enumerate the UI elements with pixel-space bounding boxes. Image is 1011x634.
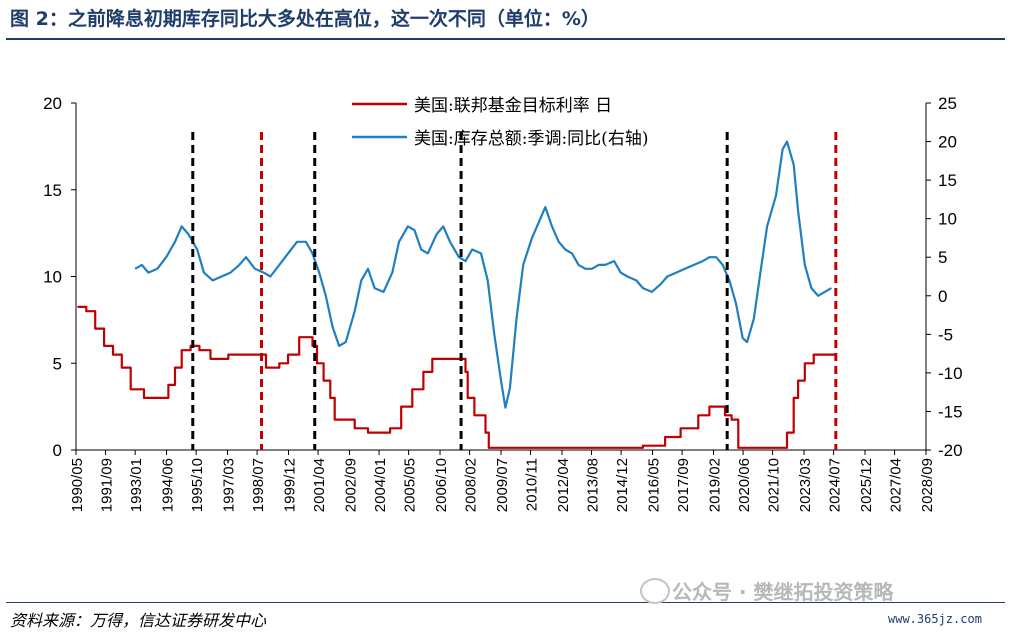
right-y-tick-label: 20 — [938, 133, 957, 152]
x-tick-label: 2005/05 — [402, 458, 419, 512]
x-tick-label: 1998/07 — [250, 458, 267, 512]
x-tick-label: 2025/12 — [858, 458, 875, 512]
right-y-tick-label: -5 — [938, 325, 953, 344]
x-tick-label: 1995/10 — [189, 458, 206, 512]
x-tick-label: 2002/09 — [342, 458, 359, 512]
x-tick-label: 2009/07 — [494, 458, 511, 512]
left-y-tick-label: 5 — [53, 354, 62, 373]
chart: 0 5 10 15 20 -20 -15 -10 -5 0 5 10 15 20 25 1990/05 1991… — [43, 94, 963, 512]
left-y-tick-label: 10 — [43, 268, 62, 287]
x-tick-label: 2028/09 — [919, 458, 936, 512]
page-title: 图 2：之前降息初期库存同比大多处在高位，这一次不同（单位：%） — [10, 8, 600, 30]
title-divider — [6, 38, 1005, 40]
right-y-tick-label: -20 — [938, 441, 963, 460]
x-tick-label: 1997/03 — [221, 458, 238, 512]
right-y-tick-label: -15 — [938, 402, 963, 421]
fed-funds-rate-line — [77, 305, 836, 449]
x-tick-label: 2024/07 — [827, 458, 844, 512]
x-tick-label: 2006/10 — [433, 458, 450, 512]
legend-label: 美国:库存总额:季调:同比(右轴) — [414, 129, 648, 149]
right-y-tick-label: 5 — [938, 248, 947, 267]
x-tick-label: 2027/04 — [888, 458, 905, 512]
x-tick-label: 2001/04 — [311, 458, 328, 512]
left-y-tick-label: 15 — [43, 181, 62, 200]
x-tick-label: 2012/04 — [555, 458, 572, 512]
left-y-tick-label: 0 — [53, 441, 62, 460]
x-tick-label: 1993/01 — [128, 458, 145, 512]
source-note: 资料来源：万得，信达证券研发中心 — [10, 611, 267, 630]
x-tick-label: 2021/10 — [766, 458, 783, 512]
x-tick-label: 1990/05 — [69, 458, 86, 512]
watermark: 公众号 · 樊继拓投资策略 — [672, 580, 894, 604]
x-tick-label: 2017/09 — [675, 458, 692, 512]
wechat-icon — [640, 578, 670, 604]
x-tick-label: 1999/12 — [282, 458, 299, 512]
left-y-tick-label: 20 — [43, 94, 62, 113]
x-tick-label: 1991/09 — [99, 458, 116, 512]
inventory-yoy-line — [134, 140, 832, 409]
x-tick-label: 2014/12 — [614, 458, 631, 512]
x-tick-label: 2023/03 — [797, 458, 814, 512]
x-tick-label: 2019/02 — [707, 458, 724, 512]
right-y-tick-label: 15 — [938, 171, 957, 190]
watermark-url: www.365jz.com — [888, 612, 982, 626]
footer-divider — [6, 602, 1005, 603]
x-tick-label: 1994/06 — [160, 458, 177, 512]
right-y-tick-label: -10 — [938, 364, 963, 383]
legend-label: 美国:联邦基金目标利率 日 — [414, 96, 612, 116]
right-y-tick-label: 10 — [938, 210, 957, 229]
x-tick-label: 2016/05 — [646, 458, 663, 512]
x-tick-label: 2020/06 — [736, 458, 753, 512]
x-tick-label: 2013/08 — [585, 458, 602, 512]
x-tick-label: 2010/11 — [524, 458, 541, 511]
x-tick-label: 2004/01 — [372, 458, 389, 512]
right-y-tick-label: 25 — [938, 94, 957, 113]
x-tick-label: 2008/02 — [463, 458, 480, 512]
right-y-tick-label: 0 — [938, 287, 947, 306]
